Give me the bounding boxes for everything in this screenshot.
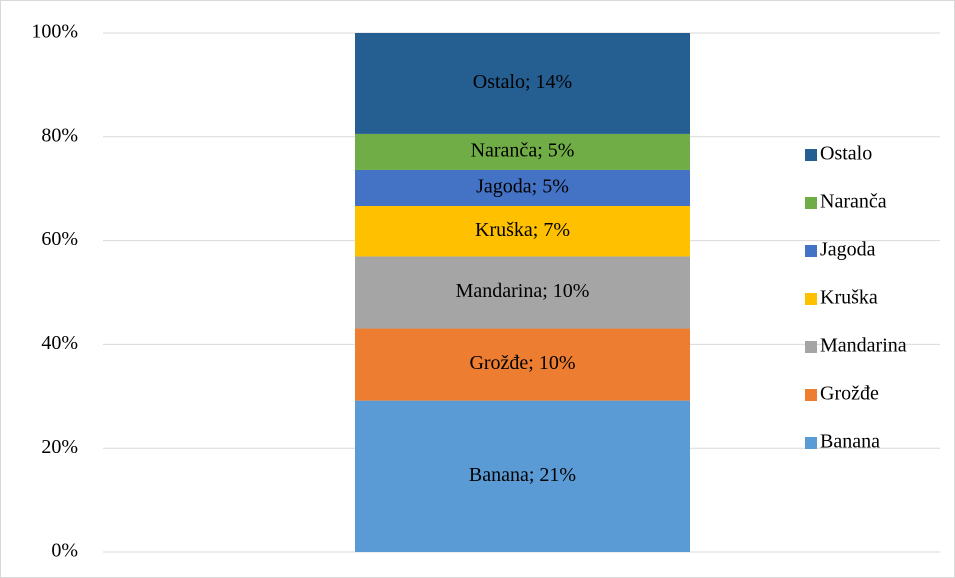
y-tick-label: 20% [41,436,78,458]
data-label: Banana; 21% [469,464,576,486]
legend-label: Banana [820,431,880,453]
legend-label: Naranča [820,191,887,213]
legend-label: Mandarina [820,335,907,357]
legend-label: Jagoda [820,239,876,261]
bar-segment [355,400,690,552]
bar-segment [355,328,690,401]
data-label: Grožđe; 10% [469,352,575,374]
y-tick-label: 40% [41,332,78,354]
legend-swatch [805,149,817,161]
legend-swatch [805,389,817,401]
data-label: Kruška; 7% [475,219,570,241]
y-tick-label: 100% [31,21,78,43]
bar-segment [355,256,690,329]
bar-segment [355,206,690,257]
legend-label: Ostalo [820,143,872,165]
legend-swatch [805,341,817,353]
bar-segment [355,33,690,134]
y-tick-label: 60% [41,228,78,250]
data-label: Ostalo; 14% [473,71,572,93]
data-label: Naranča; 5% [471,140,575,162]
legend-swatch [805,437,817,449]
legend-swatch [805,245,817,257]
y-tick-label: 80% [41,124,78,146]
data-label: Mandarina; 10% [456,280,590,302]
legend-swatch [805,293,817,305]
data-label: Jagoda; 5% [476,176,569,198]
legend-label: Kruška [820,287,878,309]
bar-segment [355,133,690,170]
legend-swatch [805,197,817,209]
legend-label: Grožđe [820,383,879,405]
bar-segment [355,169,690,206]
y-tick-label: 0% [51,540,78,562]
